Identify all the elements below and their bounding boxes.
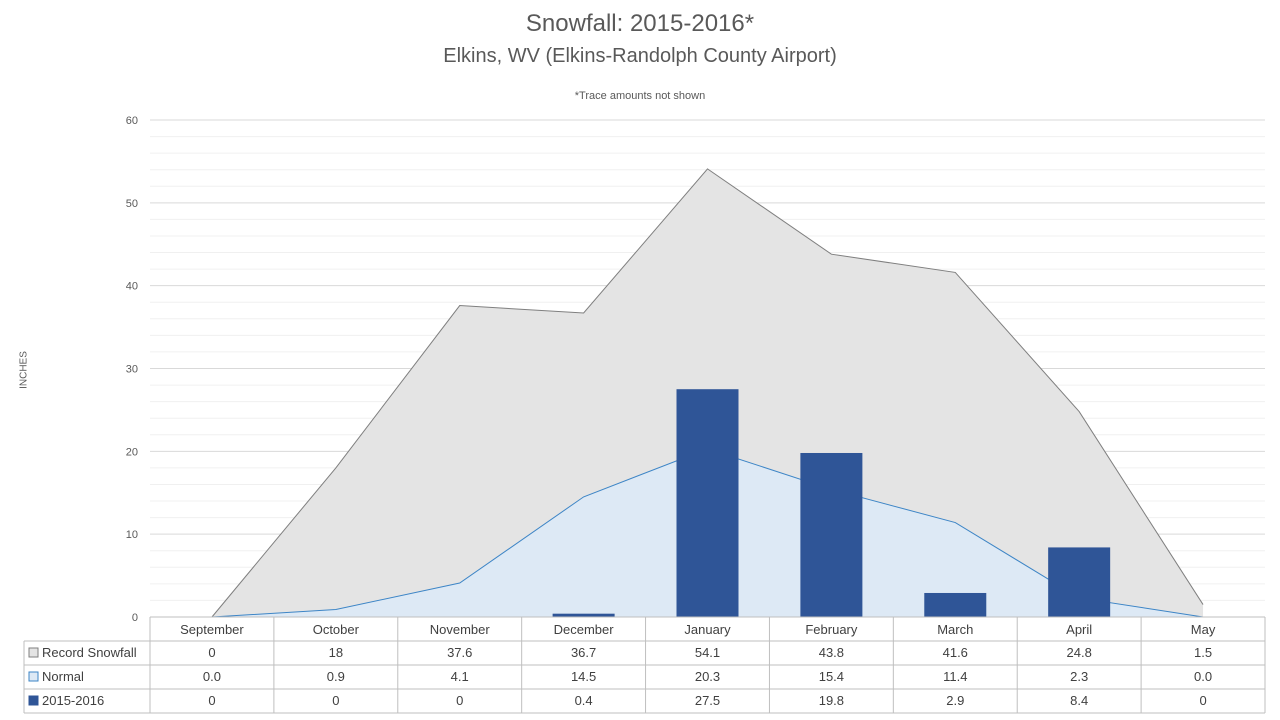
y-tick-label: 50 [126,198,138,210]
area-line-record-snowfall [211,168,1204,618]
data-label-record-snowfall: 18 [329,645,343,660]
legend-key-record-snowfall [28,647,39,658]
data-label-record-snowfall: 54.1 [695,645,720,660]
data-label-normal: 20.3 [695,669,720,684]
chart-subtitle: Elkins, WV (Elkins-Randolph County Airpo… [443,45,837,67]
data-label-normal: 0.0 [1194,669,1212,684]
data-label-normal: 11.4 [943,669,967,684]
data-label-2015-2016: 0 [208,693,215,708]
x-category-label: January [684,622,731,637]
data-label-2015-2016: 0 [332,693,339,708]
legend-key-2015-2016 [28,695,39,706]
y-tick-label: 30 [126,364,138,376]
data-label-normal: 14.5 [571,669,596,684]
data-label-normal: 15.4 [819,669,844,684]
data-label-2015-2016: 0 [1199,693,1206,708]
y-tick-label: 40 [126,281,138,293]
data-label-normal: 0.9 [327,669,345,684]
x-category-label: December [554,622,615,637]
data-label-2015-2016: 2.9 [946,693,964,708]
chart-title: Snowfall: 2015-2016* [525,10,755,37]
x-category-label: March [937,622,973,637]
legend-key-normal [28,671,39,682]
bar-january [676,389,739,617]
data-label-record-snowfall: 1.5 [1194,645,1212,660]
x-category-label: May [1191,622,1216,637]
bar-february [800,452,863,617]
y-tick-label: 0 [132,612,138,624]
y-tick-label: 10 [126,529,138,541]
data-label-record-snowfall: 43.8 [819,645,844,660]
data-label-normal: 4.1 [451,669,469,684]
data-label-record-snowfall: 24.8 [1067,645,1092,660]
x-category-label: November [430,622,491,637]
x-category-label: September [180,622,244,637]
y-tick-label: 60 [126,115,138,127]
data-label-2015-2016: 8.4 [1070,693,1088,708]
bar-december [552,613,615,617]
data-label-2015-2016: 19.8 [819,693,844,708]
data-label-2015-2016: 0 [456,693,463,708]
data-label-normal: 0.0 [203,669,221,684]
bar-march [924,592,987,617]
data-label-record-snowfall: 36.7 [571,645,596,660]
legend-label-2015-2016: 2015-2016 [42,693,104,708]
bar-april [1048,547,1111,617]
data-label-record-snowfall: 37.6 [447,645,472,660]
data-label-normal: 2.3 [1070,669,1088,684]
y-tick-label: 20 [126,446,138,458]
data-label-record-snowfall: 0 [208,645,215,660]
data-label-2015-2016: 27.5 [695,693,720,708]
x-category-label: April [1066,622,1092,637]
data-label-2015-2016: 0.4 [575,693,593,708]
chart-annotation: *Trace amounts not shown [574,90,706,102]
x-category-label: October [313,622,360,637]
data-label-record-snowfall: 41.6 [943,645,968,660]
legend-label-normal: Normal [42,669,84,684]
x-category-label: February [805,622,858,637]
legend-label-record-snowfall: Record Snowfall [42,645,137,660]
